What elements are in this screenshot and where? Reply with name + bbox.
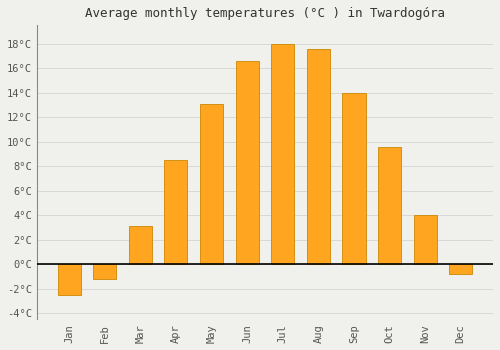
Bar — [449, 264, 472, 274]
Bar — [93, 264, 116, 279]
Bar — [200, 104, 223, 264]
Bar — [236, 61, 258, 264]
Bar — [342, 93, 365, 264]
Bar — [164, 160, 188, 264]
Title: Average monthly temperatures (°C ) in Twardogóra: Average monthly temperatures (°C ) in Tw… — [85, 7, 445, 20]
Bar — [58, 264, 80, 295]
Bar — [378, 147, 401, 264]
Bar — [414, 215, 436, 264]
Bar — [271, 44, 294, 264]
Bar — [307, 49, 330, 264]
Bar — [128, 226, 152, 264]
